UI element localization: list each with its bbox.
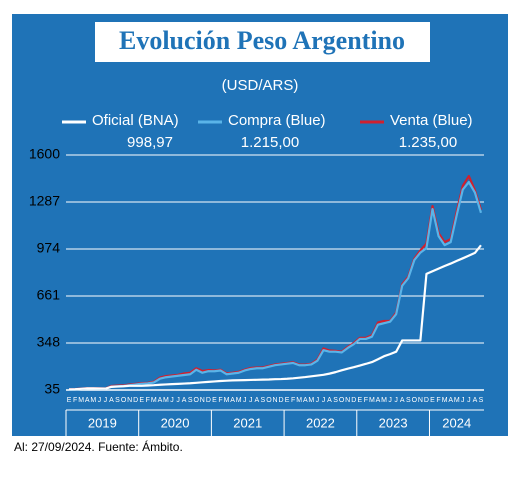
x-tick-label: M	[78, 397, 84, 404]
x-tick-label: D	[424, 397, 429, 404]
x-tick-label: S	[333, 397, 338, 404]
x-tick-label: O	[266, 397, 272, 404]
x-tick-label: N	[200, 397, 205, 404]
x-tick-label: F	[218, 397, 222, 404]
year-label: 2023	[379, 415, 408, 430]
x-tick-label: D	[279, 397, 284, 404]
legend-label: Venta (Blue)	[390, 112, 473, 129]
x-tick-label: S	[115, 397, 120, 404]
x-tick-label: F	[73, 397, 77, 404]
year-label: 2020	[161, 415, 190, 430]
series-line	[69, 244, 482, 391]
x-tick-label: J	[176, 397, 180, 404]
x-tick-label: M	[224, 397, 230, 404]
x-tick-label: J	[104, 397, 108, 404]
y-tick-label: 348	[37, 334, 61, 350]
x-tick-label: M	[442, 397, 448, 404]
y-tick-label: 661	[37, 287, 61, 303]
x-tick-label: A	[85, 397, 90, 404]
x-tick-label: A	[400, 397, 405, 404]
series-line	[68, 180, 483, 391]
x-tick-label: A	[376, 397, 381, 404]
x-tick-label: N	[418, 397, 423, 404]
x-tick-label: J	[249, 397, 253, 404]
x-tick-label: O	[194, 397, 200, 404]
x-tick-label: J	[170, 397, 174, 404]
y-tick-label: 1287	[29, 193, 60, 209]
x-tick-label: S	[479, 397, 484, 404]
x-tick-label: A	[230, 397, 235, 404]
title-box	[95, 22, 430, 62]
x-tick-label: A	[448, 397, 453, 404]
x-tick-label: J	[243, 397, 247, 404]
y-tick-label: 974	[37, 240, 61, 256]
x-tick-label: N	[127, 397, 132, 404]
x-tick-label: J	[461, 397, 465, 404]
y-tick-label: 35	[44, 381, 60, 397]
year-label: 2019	[88, 415, 117, 430]
x-tick-label: M	[296, 397, 302, 404]
year-label: 2024	[442, 415, 471, 430]
x-tick-label: J	[388, 397, 392, 404]
subtitle: (USD/ARS)	[222, 77, 299, 94]
x-tick-label: M	[236, 397, 242, 404]
x-tick-label: J	[394, 397, 398, 404]
x-tick-label: D	[133, 397, 138, 404]
x-tick-label: A	[327, 397, 332, 404]
x-tick-label: O	[412, 397, 418, 404]
x-tick-label: S	[188, 397, 193, 404]
x-tick-label: E	[67, 397, 72, 404]
x-tick-label: A	[109, 397, 114, 404]
year-label: 2022	[306, 415, 335, 430]
x-tick-label: M	[369, 397, 375, 404]
x-tick-label: F	[291, 397, 295, 404]
x-tick-label: M	[381, 397, 387, 404]
footer: Al: 27/09/2024. Fuente: Ámbito.	[14, 439, 183, 454]
x-tick-label: S	[261, 397, 266, 404]
x-tick-label: F	[364, 397, 368, 404]
x-tick-label: J	[467, 397, 471, 404]
x-tick-label: E	[212, 397, 217, 404]
x-tick-label: E	[285, 397, 290, 404]
x-tick-label: E	[357, 397, 362, 404]
x-tick-label: J	[98, 397, 102, 404]
x-tick-label: M	[308, 397, 314, 404]
x-tick-label: E	[430, 397, 435, 404]
legend-value: 1.215,00	[241, 134, 299, 151]
x-tick-label: F	[146, 397, 150, 404]
x-tick-label: S	[406, 397, 411, 404]
x-tick-label: F	[436, 397, 440, 404]
panel	[12, 14, 508, 436]
x-tick-label: J	[322, 397, 326, 404]
x-tick-label: D	[206, 397, 211, 404]
legend-label: Compra (Blue)	[228, 112, 326, 129]
x-tick-label: N	[345, 397, 350, 404]
x-tick-label: N	[272, 397, 277, 404]
legend-label: Oficial (BNA)	[92, 112, 179, 129]
y-tick-label: 1600	[29, 146, 60, 162]
year-label: 2021	[233, 415, 262, 430]
x-tick-label: E	[139, 397, 144, 404]
x-tick-label: D	[351, 397, 356, 404]
x-tick-label: J	[316, 397, 320, 404]
x-tick-label: M	[454, 397, 460, 404]
x-tick-label: A	[473, 397, 478, 404]
x-tick-label: A	[158, 397, 163, 404]
x-tick-label: O	[339, 397, 345, 404]
legend-value: 998,97	[127, 134, 173, 151]
x-tick-label: M	[90, 397, 96, 404]
chart-title: Evolución Peso Argentino	[119, 26, 405, 55]
x-tick-label: A	[182, 397, 187, 404]
legend-value: 1.235,00	[399, 134, 457, 151]
x-tick-label: M	[151, 397, 157, 404]
x-tick-label: A	[303, 397, 308, 404]
x-tick-label: M	[163, 397, 169, 404]
x-tick-label: O	[121, 397, 127, 404]
x-tick-label: A	[254, 397, 259, 404]
